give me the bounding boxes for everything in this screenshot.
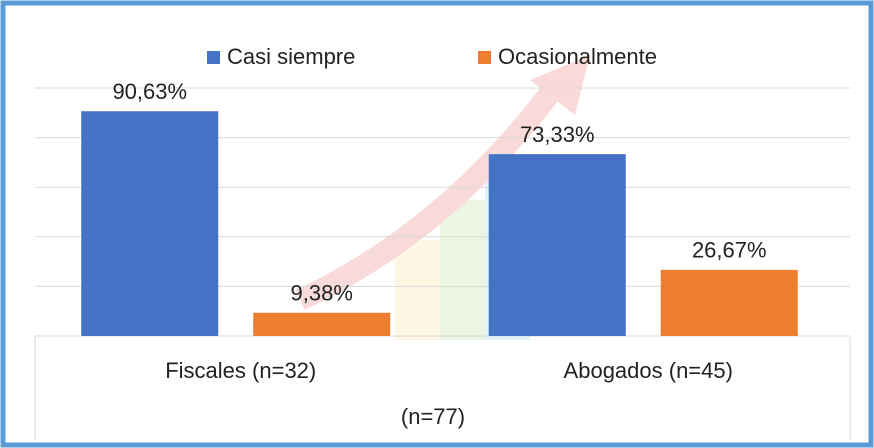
data-label: 73,33% [520, 122, 595, 147]
data-label: 9,38% [291, 281, 353, 306]
chart: (n=77) Casi siempre Ocasionalmente Fiscale… [0, 0, 874, 448]
bar [81, 111, 218, 336]
legend-label: Casi siempre [227, 44, 355, 69]
bar [661, 270, 798, 336]
x-tick-label: Abogados (n=45) [564, 358, 733, 383]
legend-swatch [478, 51, 491, 64]
legend-swatch [207, 51, 220, 64]
legend-label: Ocasionalmente [498, 44, 657, 69]
bar [253, 313, 390, 336]
bar [489, 154, 626, 336]
x-axis-title: (n=77) [401, 404, 465, 429]
data-label: 26,67% [692, 238, 767, 263]
x-tick-label: Fiscales (n=32) [165, 358, 316, 383]
data-label: 90,63% [112, 79, 187, 104]
